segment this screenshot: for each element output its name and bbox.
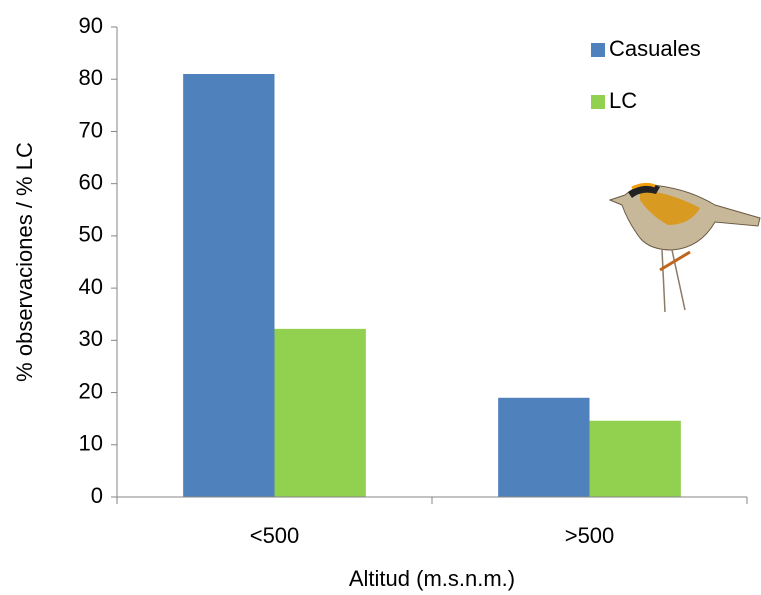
y-tick-label: 60 xyxy=(79,169,103,194)
x-tick-label: >500 xyxy=(565,523,615,548)
chart: 0 10 20 30 40 50 60 70 80 90 <500 >500 Altitud (m.s.… xyxy=(0,0,761,595)
legend-label: LC xyxy=(609,88,637,113)
x-tick-label: <500 xyxy=(250,523,300,548)
bar xyxy=(275,329,366,497)
y-tick-label: 70 xyxy=(79,117,103,142)
y-axis-label: % observaciones / % LC xyxy=(12,142,37,382)
y-tick-label: 50 xyxy=(79,222,103,247)
bar xyxy=(183,74,274,497)
legend-swatch xyxy=(591,43,605,57)
bird-illustration xyxy=(610,184,760,312)
legend-label: Casuales xyxy=(609,36,701,61)
bar xyxy=(498,398,589,497)
y-tick-label: 80 xyxy=(79,65,103,90)
bar xyxy=(590,421,681,497)
y-tick-label: 90 xyxy=(79,13,103,38)
y-tick-label: 20 xyxy=(79,378,103,403)
legend-swatch xyxy=(591,95,605,109)
y-tick-label: 10 xyxy=(79,431,103,456)
y-tick-label: 40 xyxy=(79,274,103,299)
x-axis-label: Altitud (m.s.n.m.) xyxy=(349,566,515,591)
y-tick-label: 0 xyxy=(91,483,103,508)
y-tick-label: 30 xyxy=(79,326,103,351)
